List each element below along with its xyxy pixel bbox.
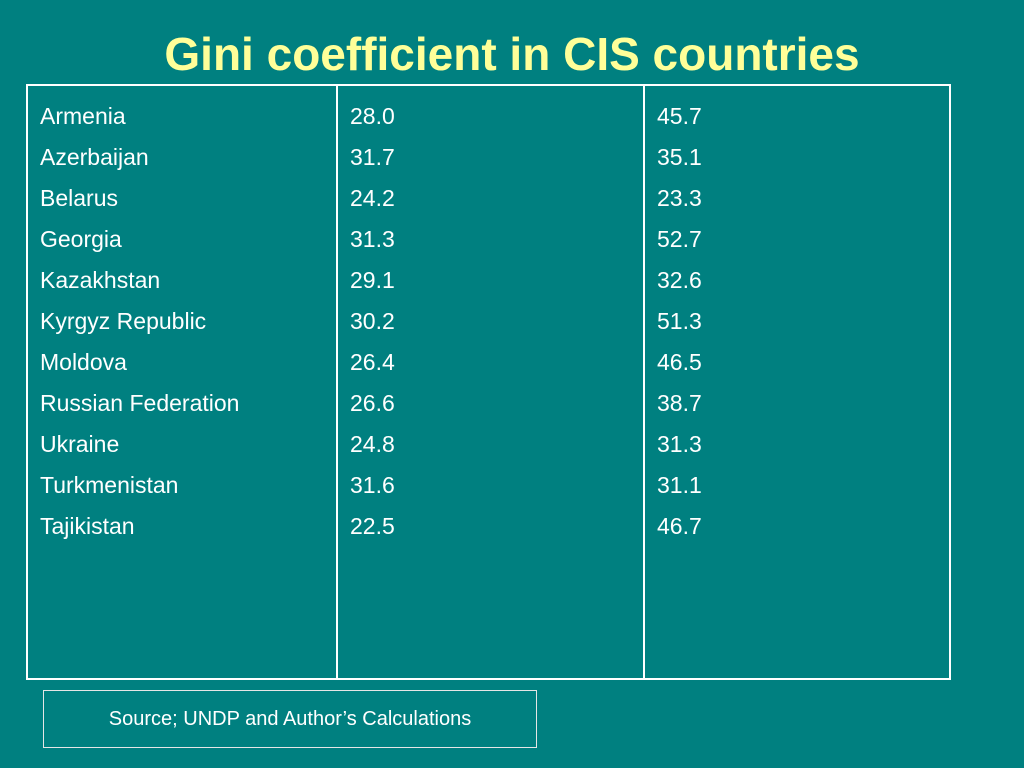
value-cell-col1: 26.6 [350,390,395,416]
country-cell: Kazakhstan [40,267,161,293]
value-cell-col2: 51.3 [657,308,702,334]
country-cell: Turkmenistan [40,472,179,498]
country-cell: Georgia [40,226,122,252]
value-cell-col2: 46.5 [657,349,702,375]
gini-table: Armenia Azerbaijan Belarus Georgia Kazakhsta… [26,84,951,680]
source-text: Source; UNDP and Author’s Calculations [108,707,472,730]
value-cell-col1: 24.8 [350,431,395,457]
slide-title: Gini coefficient in CIS countries [164,28,860,80]
country-cell: Kyrgyz Republic [40,308,207,334]
value-cell-col1: 28.0 [350,103,395,129]
country-cell: Belarus [40,185,118,211]
value-cell-col2: 23.3 [657,185,702,211]
value-cell-col1: 31.6 [350,472,395,498]
value-cell-col1: 31.7 [350,144,395,170]
country-cell: Moldova [40,349,127,375]
value-cell-col1: 31.3 [350,226,395,252]
value-cell-col1: 30.2 [350,308,395,334]
country-cell: Ukraine [40,431,120,457]
source-note: Source; UNDP and Author’s Calculations [43,690,537,748]
country-cell: Tajikistan [40,513,135,539]
value-cell-col2: 46.7 [657,513,702,539]
country-cell: Azerbaijan [40,144,149,170]
value-cell-col2: 38.7 [657,390,702,416]
value-cell-col2: 31.3 [657,431,702,457]
value-cell-col2: 35.1 [657,144,702,170]
country-cell: Armenia [40,103,126,129]
value-cell-col1: 26.4 [350,349,395,375]
country-cell: Russian Federation [40,390,240,416]
value-column-2: 45.7 35.1 23.3 52.7 32.6 51.3 46.5 38.7 31.3 31.1… [643,86,949,678]
value-cell-col2: 52.7 [657,226,702,252]
country-column: Armenia Azerbaijan Belarus Georgia Kazakhsta… [28,86,336,678]
value-cell-col2: 45.7 [657,103,702,129]
value-cell-col1: 29.1 [350,267,395,293]
value-cell-col1: 24.2 [350,185,395,211]
value-cell-col1: 22.5 [350,513,395,539]
value-cell-col2: 32.6 [657,267,702,293]
value-column-1: 28.0 31.7 24.2 31.3 29.1 30.2 26.4 26.6 24.8 31.6… [336,86,643,678]
value-cell-col2: 31.1 [657,472,702,498]
